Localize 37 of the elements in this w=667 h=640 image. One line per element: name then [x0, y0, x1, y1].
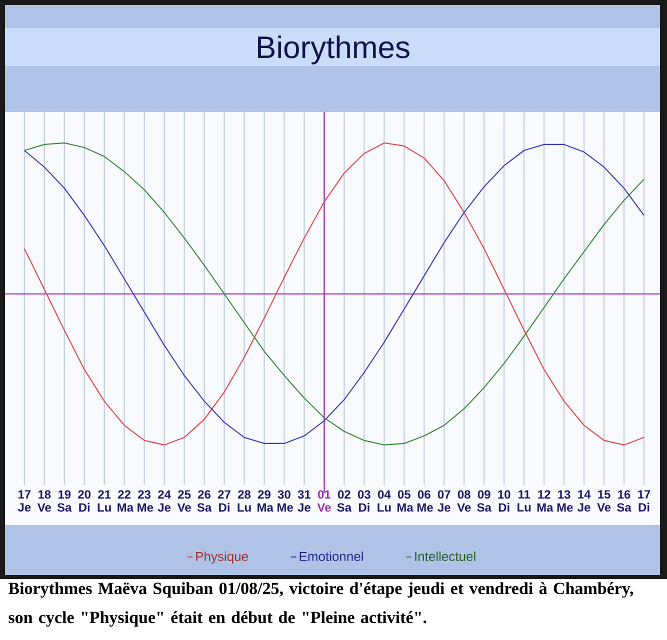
x-tick-label: 28 Lu — [238, 490, 251, 512]
x-tick-label: 07 Je — [438, 490, 450, 512]
x-tick-label: 30 Me — [278, 490, 293, 512]
chart-title: Biorythmes — [258, 36, 410, 64]
x-tick-label: 31 Je — [298, 490, 311, 512]
x-tick-label: 13 Me — [557, 490, 573, 512]
x-tick-label: 25 Ve — [177, 490, 191, 512]
x-tick-label: 23 Me — [138, 490, 154, 512]
text: Biorythmes Maëva Squiban 01/08/25, victoire d'étape jeudi et vendredi à Chambéry, son cycle "Physique" était en début de "Pleine activité". — [8, 582, 634, 627]
x-tick-label: 03 Di — [358, 490, 370, 512]
legend-label: Emotionnel — [300, 552, 363, 562]
x-tick-label: 11 Lu — [518, 490, 531, 512]
x-tick-label: 05 Ma — [397, 490, 414, 512]
x-tick-label: 17 Je — [18, 490, 31, 512]
x-tick-label: 24 Je — [158, 490, 171, 512]
x-tick-label: 17 Di — [638, 490, 650, 512]
x-tick-label: 19 Sa — [57, 490, 72, 512]
x-tick-label: 09 Sa — [477, 490, 492, 512]
x-tick-label: 29 Ma — [258, 490, 274, 512]
x-tick-label: 27 Di — [218, 490, 230, 512]
x-tick-label: 06 Me — [417, 490, 433, 512]
legend-label: Physique — [196, 552, 248, 564]
x-tick-label: 10 Di — [498, 490, 510, 512]
x-tick-label: 21 Lu — [98, 490, 111, 512]
legend-label: Intellectuel — [415, 552, 476, 562]
x-tick-label: 20 Di — [78, 490, 91, 512]
x-tick-label: 18 Ve — [37, 490, 51, 512]
x-tick-label: 16 Sa — [617, 490, 632, 512]
x-tick-label: 02 Sa — [337, 490, 352, 512]
x-tick-label: 01 Ve — [317, 490, 331, 512]
x-tick-label: 22 Ma — [118, 490, 134, 512]
x-tick-label: 15 Ve — [597, 490, 611, 512]
x-tick-label: 14 Je — [578, 490, 591, 512]
x-tick-label: 04 Lu — [378, 490, 391, 512]
x-tick-label: 26 Sa — [197, 490, 212, 512]
x-tick-label: 08 Ve — [457, 490, 471, 512]
x-tick-label: 12 Ma — [537, 490, 554, 512]
